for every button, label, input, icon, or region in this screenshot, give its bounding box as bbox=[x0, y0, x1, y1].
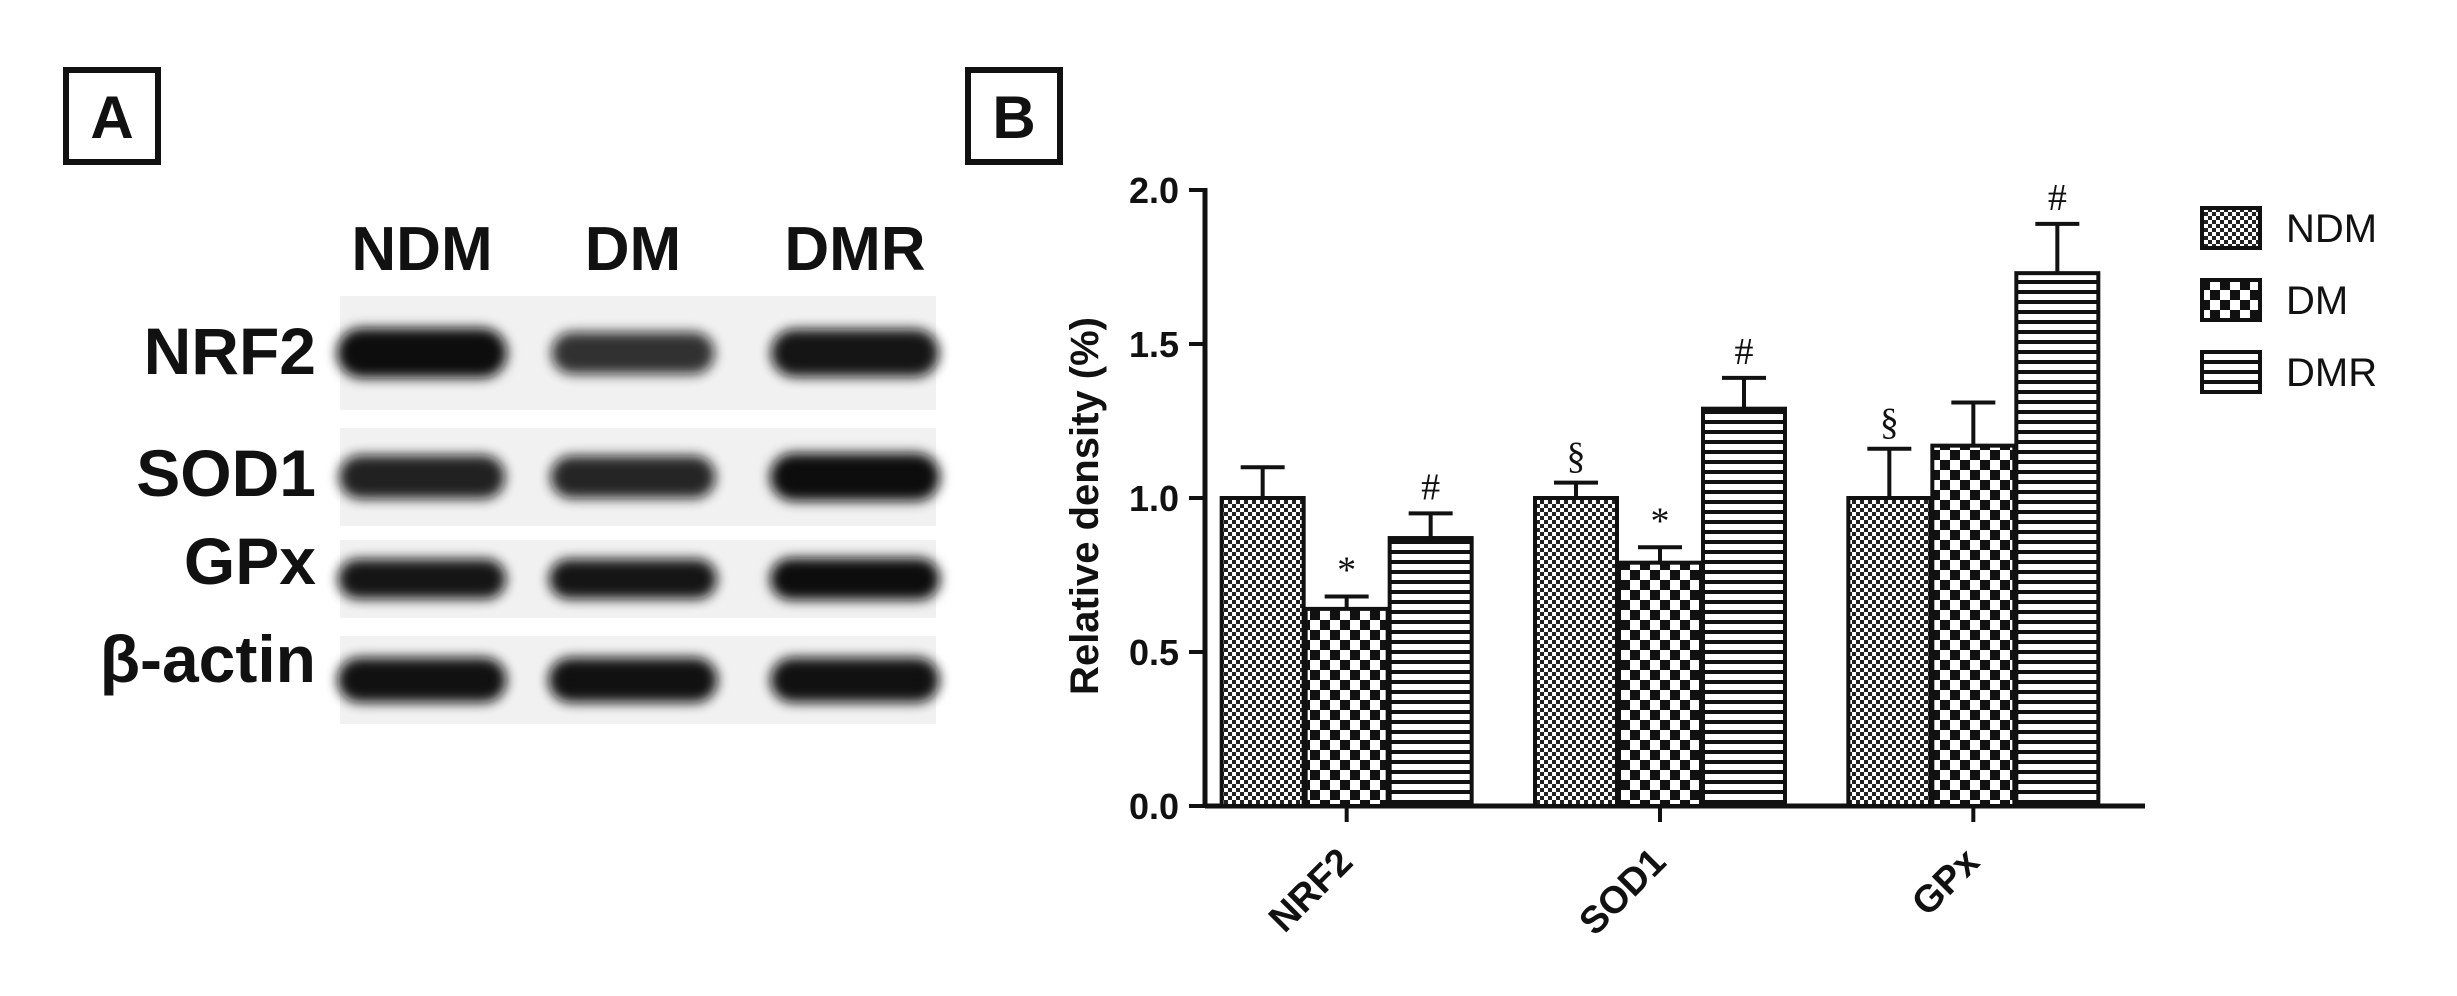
western-blot-image bbox=[337, 296, 940, 724]
blot-label-gpx: GPx bbox=[184, 524, 316, 598]
y-tick-label: 0.0 bbox=[1129, 786, 1179, 827]
bar-chart: 0.0 0.5 1.0 1.5 2.0 NRF2 * # SOD1 § * # GPx § # bbox=[1129, 170, 2145, 944]
y-tick-label: 1.0 bbox=[1129, 478, 1179, 519]
bar bbox=[1930, 443, 2017, 808]
bar bbox=[1701, 406, 1787, 808]
panel-b-label: B bbox=[992, 84, 1035, 151]
blot-band bbox=[548, 657, 718, 703]
significance-mark: # bbox=[2048, 177, 2067, 219]
bar bbox=[1846, 496, 1933, 808]
bar bbox=[1303, 606, 1390, 808]
blot-band bbox=[339, 455, 505, 499]
blot-band bbox=[549, 558, 717, 600]
y-tick-label: 0.5 bbox=[1129, 632, 1179, 673]
lane-label-dm: DM bbox=[585, 215, 681, 284]
x-tick-label: SOD1 bbox=[1571, 841, 1674, 944]
blot-label-sod1: SOD1 bbox=[136, 436, 316, 510]
legend-label: DM bbox=[2286, 279, 2348, 323]
panel-a-label: A bbox=[90, 84, 133, 151]
blot-band bbox=[550, 455, 716, 499]
significance-mark: * bbox=[1337, 550, 1356, 592]
blot-band bbox=[338, 558, 506, 600]
blot-label-beta-actin: β-actin bbox=[100, 622, 316, 696]
panel-a-label-box bbox=[63, 67, 161, 165]
significance-mark: # bbox=[1735, 331, 1754, 373]
blot-band bbox=[337, 657, 507, 703]
legend-swatch bbox=[2200, 278, 2262, 322]
significance-mark: * bbox=[1651, 500, 1670, 542]
blot-band bbox=[770, 453, 940, 501]
blot-label-nrf2: NRF2 bbox=[144, 314, 316, 388]
bar bbox=[1617, 560, 1703, 808]
legend-label: DMR bbox=[2286, 351, 2377, 395]
bar bbox=[2014, 271, 2101, 809]
y-axis-label: Relative density (%) bbox=[1063, 317, 1107, 695]
blot-band bbox=[337, 328, 507, 378]
legend: NDM DM DMR bbox=[2200, 206, 2377, 395]
panel-b: B Relative density (%) 0.0 0.5 1.0 1.5 2.0 NR… bbox=[965, 67, 2377, 944]
blot-band bbox=[771, 329, 939, 377]
blot-band bbox=[770, 657, 940, 703]
legend-swatch bbox=[2200, 206, 2262, 250]
panel-b-label-box bbox=[965, 67, 1063, 165]
bar bbox=[1387, 536, 1474, 808]
lane-label-dmr: DMR bbox=[784, 215, 925, 284]
y-tick-label: 1.5 bbox=[1129, 324, 1179, 365]
lane-label-ndm: NDM bbox=[351, 215, 492, 284]
significance-mark: # bbox=[1421, 466, 1440, 508]
bar bbox=[1533, 496, 1619, 808]
x-tick-label: GPx bbox=[1904, 841, 1987, 924]
significance-mark: § bbox=[1567, 436, 1586, 478]
legend-label: NDM bbox=[2286, 207, 2377, 251]
blot-band bbox=[551, 331, 715, 375]
significance-mark: § bbox=[1880, 402, 1899, 444]
x-tick-label: NRF2 bbox=[1261, 841, 1361, 941]
panel-a: A NDM DM DMR NRF2 SOD1 GPx β-actin bbox=[63, 67, 940, 724]
y-tick-label: 2.0 bbox=[1129, 170, 1179, 211]
bar bbox=[1219, 496, 1306, 808]
legend-swatch bbox=[2200, 350, 2262, 394]
blot-band bbox=[770, 558, 940, 600]
